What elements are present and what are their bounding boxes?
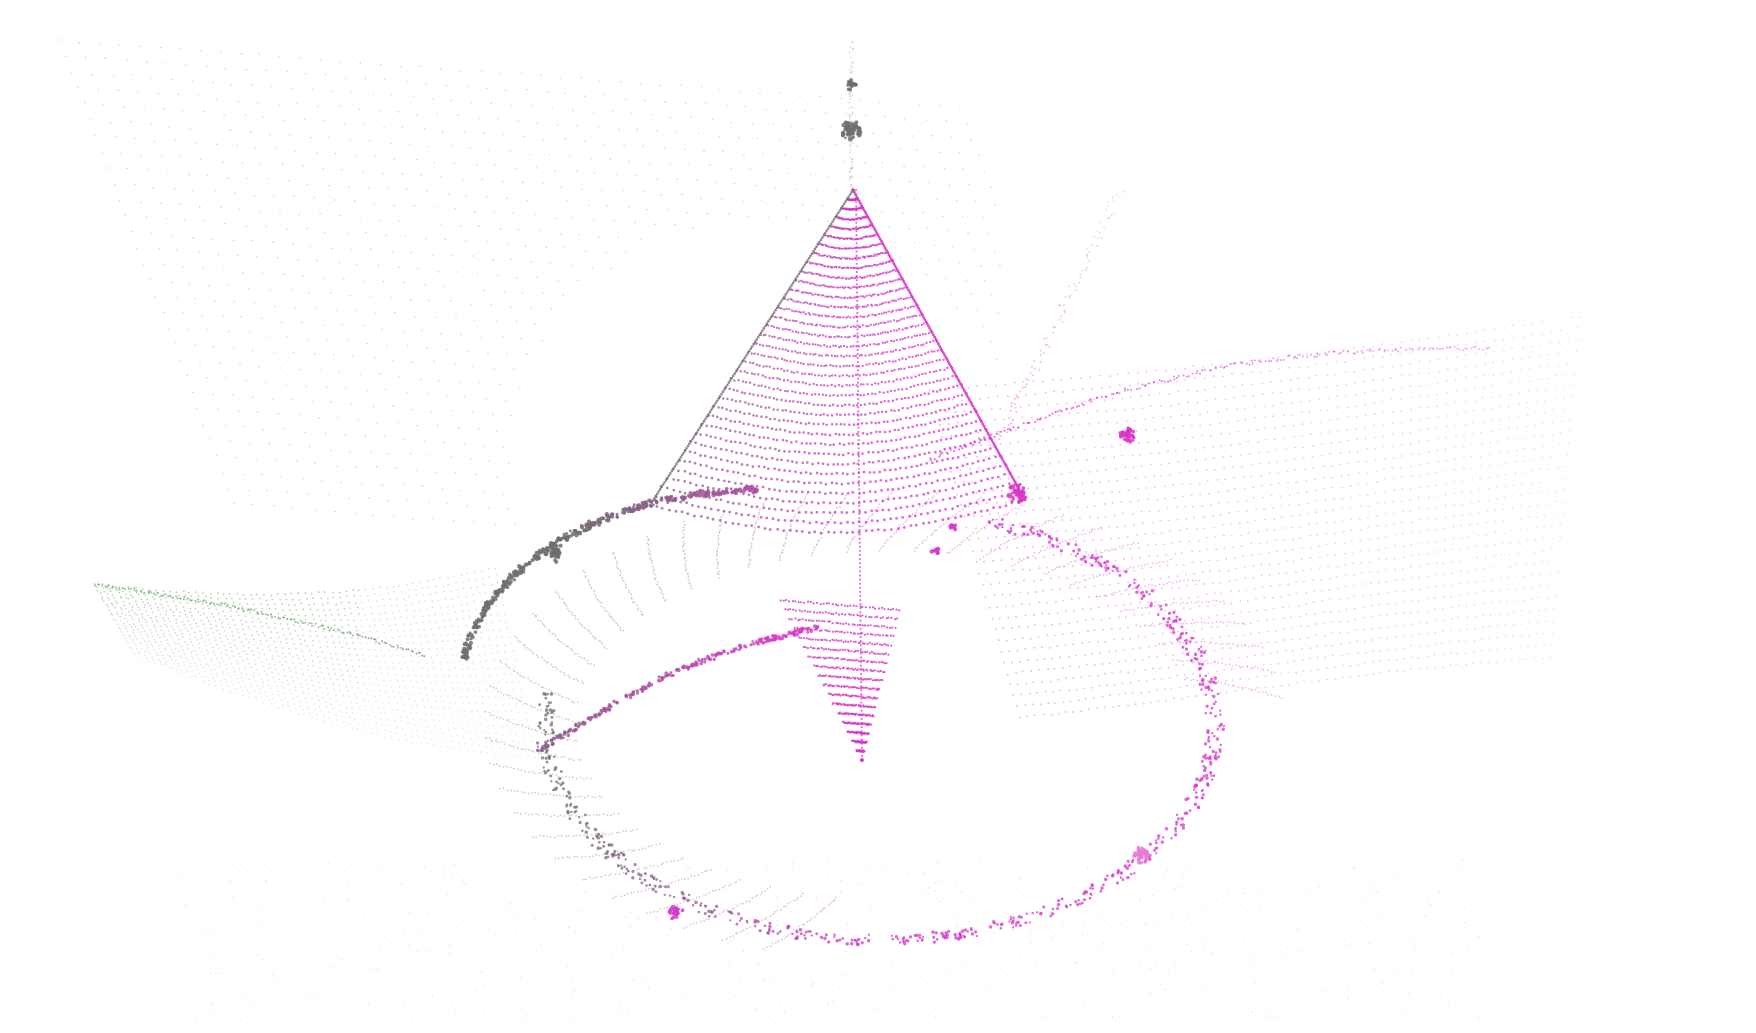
background-field-points (60, 39, 1481, 1021)
outer-ring-points (536, 517, 1225, 947)
spike-points (848, 41, 854, 188)
left-wing-points (93, 567, 536, 759)
ring-rib-points (484, 489, 1283, 950)
cone-surface-points (648, 188, 1027, 762)
right-wing-points (928, 190, 1582, 719)
inner-arc-points (460, 485, 820, 753)
cluster-blob-points (543, 78, 1150, 921)
